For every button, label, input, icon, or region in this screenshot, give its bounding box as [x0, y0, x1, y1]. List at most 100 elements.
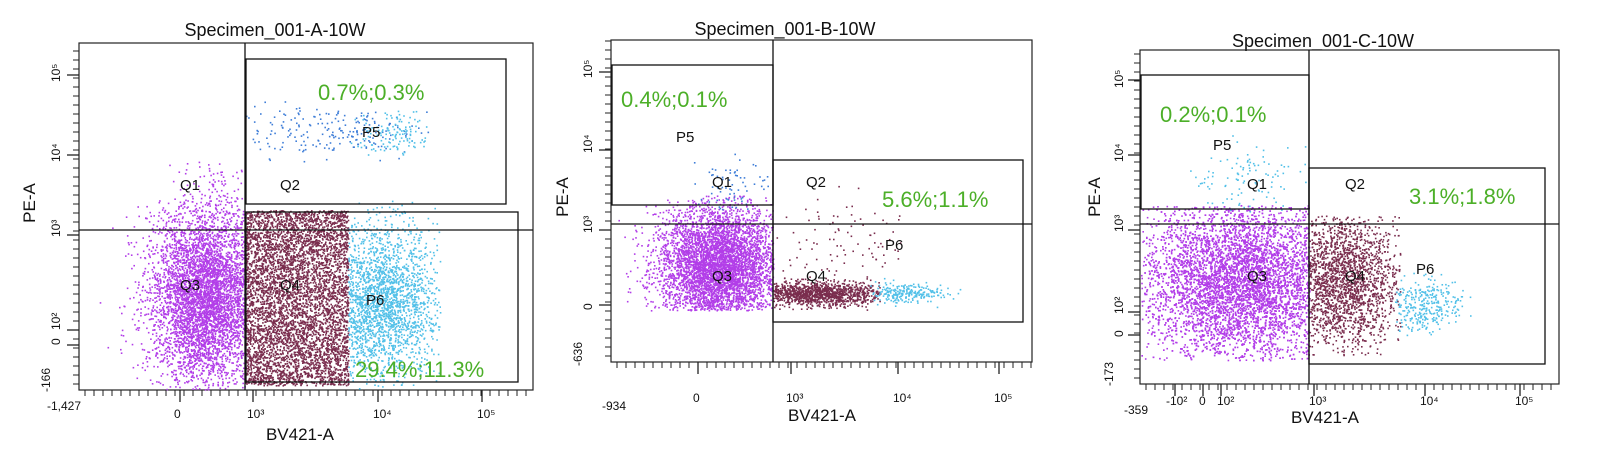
event-dot: [209, 279, 211, 281]
event-dot: [237, 296, 239, 298]
event-dot: [203, 291, 205, 293]
event-dot: [173, 326, 175, 328]
event-dot: [212, 297, 214, 299]
event-dot: [196, 368, 198, 370]
event-dot: [236, 327, 238, 329]
event-dot: [233, 215, 235, 217]
event-dot: [169, 243, 171, 245]
event-dot: [138, 284, 140, 286]
event-dot: [189, 329, 191, 331]
event-dot: [179, 307, 181, 309]
event-dot: [234, 330, 236, 332]
event-dot: [221, 307, 223, 309]
event-dot: [176, 261, 178, 263]
event-dot: [220, 274, 222, 276]
event-dot: [183, 302, 185, 304]
event-dot: [230, 240, 232, 242]
event-dot: [236, 322, 238, 324]
event-dot: [216, 351, 218, 353]
event-dot: [209, 281, 211, 283]
event-dot: [208, 244, 210, 246]
event-dot: [145, 218, 147, 220]
event-dot: [154, 302, 156, 304]
event-dot: [203, 233, 205, 235]
event-dot: [199, 351, 201, 353]
event-dot: [222, 231, 224, 233]
event-dot: [142, 237, 144, 239]
event-dot: [197, 298, 199, 300]
event-dot: [228, 306, 230, 308]
event-dot: [233, 290, 235, 292]
event-dot: [235, 242, 237, 244]
event-dot: [187, 258, 189, 260]
event-dot: [202, 368, 204, 370]
event-dot: [203, 322, 205, 324]
event-dot: [221, 375, 223, 377]
event-dot: [194, 309, 196, 311]
event-dot: [227, 254, 229, 256]
event-dot: [211, 314, 213, 316]
event-dot: [217, 303, 219, 305]
event-dot: [156, 333, 158, 335]
event-dot: [227, 372, 229, 374]
event-dot: [175, 275, 177, 277]
event-dot: [192, 361, 194, 363]
event-dot: [194, 264, 196, 266]
event-dot: [180, 320, 182, 322]
event-dot: [194, 351, 196, 353]
event-dot: [183, 332, 185, 334]
event-dot: [180, 302, 182, 304]
event-dot: [222, 318, 224, 320]
event-dot: [177, 382, 179, 384]
event-dot: [222, 245, 224, 247]
event-dot: [198, 303, 200, 305]
event-dot: [212, 232, 214, 234]
event-dot: [241, 304, 243, 306]
event-dot: [181, 322, 183, 324]
event-dot: [202, 249, 204, 251]
event-dot: [191, 338, 193, 340]
event-dot: [238, 335, 240, 337]
event-dot: [226, 264, 228, 266]
event-dot: [213, 348, 215, 350]
event-dot: [240, 314, 242, 316]
event-dot: [172, 372, 174, 374]
event-dot: [221, 341, 223, 343]
event-dot: [225, 342, 227, 344]
event-dot: [186, 295, 188, 297]
event-dot: [128, 253, 130, 255]
event-dot: [163, 255, 165, 257]
event-dot: [174, 239, 176, 241]
event-dot: [143, 322, 145, 324]
event-dot: [229, 351, 231, 353]
event-dot: [221, 261, 223, 263]
event-dot: [180, 243, 182, 245]
event-dot: [161, 232, 163, 234]
event-dot: [233, 373, 235, 375]
event-dot: [185, 310, 187, 312]
event-dot: [182, 250, 184, 252]
event-dot: [191, 266, 193, 268]
event-dot: [174, 293, 176, 295]
event-dot: [214, 303, 216, 305]
event-dot: [218, 341, 220, 343]
event-dot: [236, 258, 238, 260]
event-dot: [142, 367, 144, 369]
event-dot: [184, 212, 186, 214]
event-dot: [211, 294, 213, 296]
event-dot: [167, 328, 169, 330]
event-dot: [200, 294, 202, 296]
event-dot: [195, 329, 197, 331]
event-dot: [219, 212, 221, 214]
event-dot: [205, 389, 207, 391]
event-dot: [204, 285, 206, 287]
event-dot: [180, 254, 182, 256]
event-dot: [173, 276, 175, 278]
event-dot: [179, 266, 181, 268]
event-dot: [224, 372, 226, 374]
event-dot: [201, 259, 203, 261]
event-dot: [177, 252, 179, 254]
event-dot: [194, 224, 196, 226]
event-dot: [153, 305, 155, 307]
